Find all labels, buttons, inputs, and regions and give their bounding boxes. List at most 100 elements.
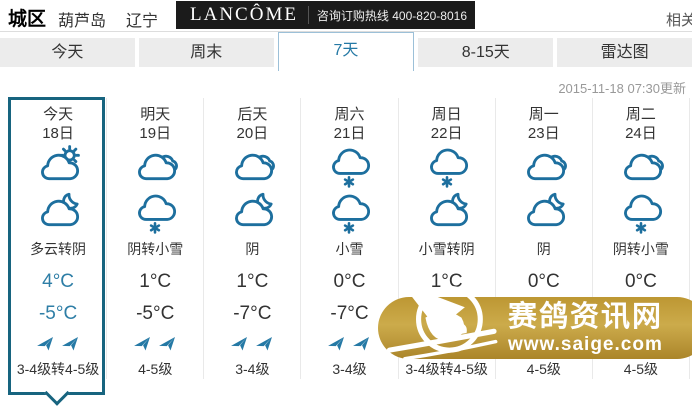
- low-temp: [399, 303, 495, 327]
- cloud-snow-icon: [618, 191, 664, 235]
- low-temp: -5°C: [136, 303, 175, 324]
- day-name-label: 今天: [43, 106, 74, 123]
- day-name-label: 明天: [140, 106, 171, 123]
- cloud-moon-icon: [424, 191, 470, 235]
- ad-divider: [307, 6, 309, 24]
- low-temp: [593, 303, 689, 327]
- forecast-tabs: 今天 周末 7天 8-15天 雷达图: [0, 31, 692, 72]
- wind-flag-icon: [644, 336, 661, 351]
- tab-radar[interactable]: 雷达图: [557, 38, 692, 67]
- cloud-snow-icon: [424, 145, 470, 189]
- cloud-moon-icon: [229, 191, 275, 235]
- wind-flag-icon: [231, 336, 248, 351]
- wind-level-text: 4-5级: [623, 361, 659, 377]
- day-name-label: 周一: [528, 106, 559, 123]
- cloud-moon-icon: [35, 191, 81, 235]
- wind-flag-icon: [328, 336, 345, 351]
- low-temp: -7°C: [330, 303, 369, 324]
- condition-text: 阴: [245, 241, 260, 257]
- condition-text: 阴: [536, 241, 551, 257]
- condition-text: 阴转小雪: [127, 241, 184, 257]
- condition-text: 阴转小雪: [612, 241, 669, 257]
- low-temp: -7°C: [233, 303, 272, 324]
- related-link[interactable]: 相关: [666, 12, 692, 29]
- wind-flag-icon: [134, 336, 151, 351]
- condition-text: 小雪: [335, 241, 364, 257]
- wind-level-text: 3-4级: [332, 361, 367, 377]
- day-date-label: 20日: [236, 125, 269, 142]
- wind-flag-icon: [37, 336, 54, 351]
- tab-7day[interactable]: 7天: [277, 32, 415, 71]
- lancome-ad-banner[interactable]: LANCÔME 咨询订购热线 400-820-8016: [176, 1, 475, 29]
- high-temp: 0°C: [624, 271, 657, 292]
- update-timestamp: 2015-11-18 07:30更新: [558, 81, 686, 96]
- cloudy-icon: [229, 145, 276, 189]
- day-date-label: 23日: [527, 125, 560, 142]
- ad-hotline-text: 咨询订购热线 400-820-8016: [316, 8, 467, 23]
- wind-level-text: 4-5级: [138, 361, 173, 377]
- wind-flag-icon: [522, 336, 539, 351]
- header-bar: 城区 葫芦岛 辽宁 LANCÔME 咨询订购热线 400-820-8016 相关: [0, 0, 692, 30]
- wind-flag-icon: [62, 336, 79, 351]
- condition-text: 多云转阴: [30, 241, 87, 257]
- day-date-label: 21日: [333, 125, 366, 142]
- wind-icons: [204, 336, 300, 354]
- wind-flag-icon: [425, 336, 442, 351]
- province-link[interactable]: 辽宁: [126, 13, 159, 30]
- low-temp: -5°C: [38, 303, 78, 324]
- tab-today[interactable]: 今天: [0, 38, 135, 67]
- day-column-6[interactable]: 周一 23日 阴 0°C 4-5级: [496, 98, 593, 379]
- wind-icons: [399, 336, 495, 354]
- high-temp: 1°C: [236, 271, 269, 292]
- cloudy-icon: [132, 145, 179, 189]
- wind-flag-icon: [450, 336, 467, 351]
- day-column-5[interactable]: 周日 22日 小雪转阴 1°C 3-4级转4-5级: [399, 98, 496, 379]
- wind-flag-icon: [547, 336, 564, 351]
- day-name-label: 周日: [431, 106, 462, 123]
- cloud-snow-icon: [132, 191, 178, 235]
- wind-flag-icon: [159, 336, 176, 351]
- low-temp: [496, 303, 592, 327]
- tab-weekend[interactable]: 周末: [138, 38, 274, 67]
- wind-icons: [496, 336, 592, 354]
- cloudy-icon: [618, 145, 664, 189]
- wind-level-text: 3-4级: [235, 361, 270, 377]
- cloud-snow-icon: [326, 145, 372, 189]
- day-date-label: 18日: [42, 125, 74, 142]
- city-link[interactable]: 葫芦岛: [58, 13, 107, 30]
- day-column-7[interactable]: 周二 24日 阴转小雪 0°C 4-5级: [593, 98, 690, 379]
- day-column-4[interactable]: 周六 21日 小雪 0°C -7°C 3-4级: [301, 98, 399, 379]
- cloud-snow-icon: [326, 191, 372, 235]
- high-temp: 0°C: [527, 271, 560, 292]
- wind-flag-icon: [619, 336, 636, 351]
- tab-8-15day[interactable]: 8-15天: [418, 38, 554, 67]
- day-date-label: 22日: [430, 125, 463, 142]
- wind-icons: [593, 336, 689, 354]
- wind-icons: [107, 336, 203, 354]
- city-type-label: 城区: [8, 9, 47, 30]
- high-temp: 1°C: [139, 271, 172, 292]
- day-name-label: 周六: [334, 106, 365, 123]
- condition-text: 小雪转阴: [418, 241, 475, 257]
- wind-flag-icon: [256, 336, 273, 351]
- day-column-2[interactable]: 明天 19日 阴转小雪 1°C -5°C 4-5级: [107, 98, 205, 379]
- cloudy-icon: [521, 145, 567, 189]
- day-name-label: 后天: [237, 106, 268, 123]
- day-date-label: 19日: [139, 125, 172, 142]
- cloud-sun-icon: [35, 145, 81, 189]
- day-column-1[interactable]: 今天 18日 多云转阴 4°C -5°C 3-4级转4-5级: [10, 98, 108, 379]
- high-temp: 1°C: [430, 271, 463, 292]
- day-date-label: 24日: [625, 125, 657, 142]
- high-temp: 0°C: [333, 271, 366, 292]
- wind-icons: [10, 336, 106, 354]
- wind-icons: [301, 336, 397, 354]
- high-temp: 4°C: [42, 271, 75, 292]
- wind-level-text: 4-5级: [526, 361, 561, 377]
- wind-flag-icon: [353, 336, 370, 351]
- day-name-label: 周二: [625, 106, 656, 123]
- wind-level-text: 3-4级转4-5级: [405, 361, 488, 377]
- day-column-3[interactable]: 后天 20日 阴 1°C -7°C 3-4级: [204, 98, 302, 379]
- wind-level-text: 3-4级转4-5级: [16, 361, 100, 377]
- ad-brand-logo: LANCÔME: [190, 4, 298, 25]
